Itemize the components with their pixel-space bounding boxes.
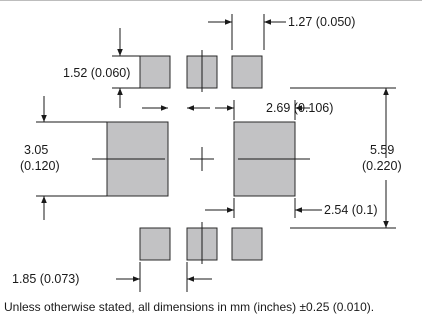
- dim-small-pad-height: 1.52 (0.060): [63, 28, 140, 108]
- label-large-pad-width: 2.69 (0.106): [266, 101, 333, 115]
- label-overall-height-in: (0.220): [362, 159, 402, 173]
- dim-pad-pitch: 1.27 (0.050): [208, 14, 355, 50]
- tolerance-note: Unless otherwise stated, all dimensions …: [4, 300, 375, 314]
- pads: [106, 55, 296, 261]
- dim-large-pad-height: 3.05 (0.120): [20, 96, 107, 220]
- label-large-pad-height-in: (0.120): [20, 159, 60, 173]
- dim-large-pad-gap: 2.54 (0.1): [205, 198, 378, 218]
- dim-small-pad-width: 1.85 (0.073): [12, 262, 212, 292]
- dim-overall-height: 5.59 (0.220): [290, 87, 402, 229]
- label-large-pad-height-mm: 3.05: [24, 143, 48, 157]
- centerlines: [92, 50, 310, 264]
- small-pad-top-right: [231, 55, 263, 89]
- label-small-pad-height: 1.52 (0.060): [63, 66, 130, 80]
- small-pad-bottom-left: [139, 227, 171, 261]
- label-large-pad-gap: 2.54 (0.1): [324, 203, 378, 217]
- small-pad-top-left: [139, 55, 171, 89]
- label-overall-height-mm: 5.59: [370, 143, 394, 157]
- label-small-pad-width: 1.85 (0.073): [12, 272, 79, 286]
- label-pad-pitch: 1.27 (0.050): [288, 15, 355, 29]
- small-pad-bottom-right: [231, 227, 263, 261]
- dim-large-pad-width: 2.69 (0.106): [215, 100, 333, 120]
